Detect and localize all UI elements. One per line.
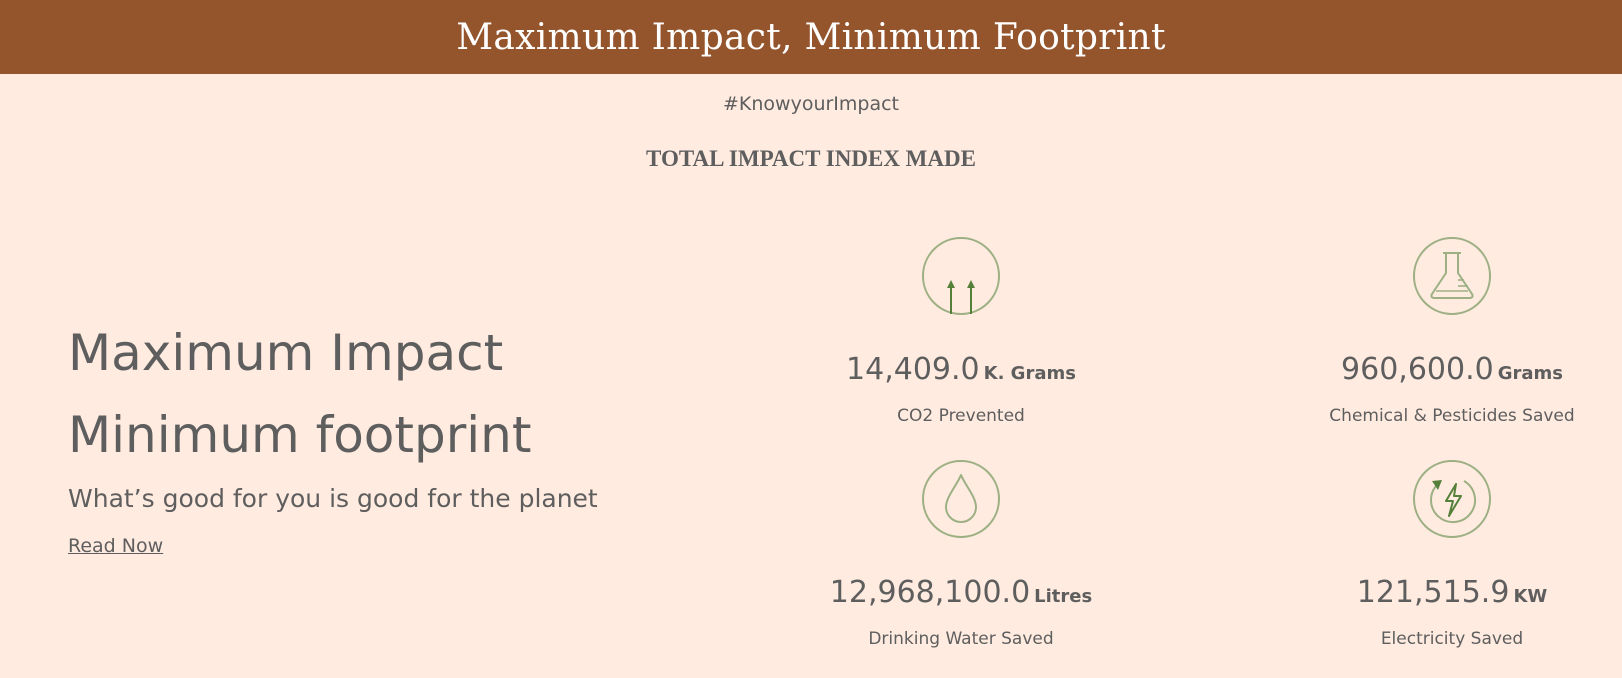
hashtag-text: #KnowyourImpact	[722, 93, 900, 115]
water-label: Drinking Water Saved	[868, 629, 1054, 649]
hero-headline-line1: Maximum Impact	[68, 324, 504, 382]
renewable-energy-icon	[1413, 460, 1491, 538]
co2-label: CO2 Prevented	[897, 406, 1025, 426]
chemical-unit: Grams	[1497, 363, 1563, 384]
water-unit: Litres	[1034, 586, 1093, 607]
impact-index-heading: TOTAL IMPACT INDEX MADE	[646, 146, 976, 171]
banner-title: Maximum Impact, Minimum Footprint	[456, 16, 1166, 58]
stat-co2-prevented: 14,409.0 K. Grams CO2 Prevented	[771, 236, 1151, 426]
electricity-label: Electricity Saved	[1380, 629, 1524, 649]
hero-headline-line2: Minimum footprint	[68, 406, 532, 464]
read-now-link[interactable]: Read Now	[68, 535, 164, 557]
chemical-value: 960,600.0	[1341, 352, 1494, 387]
stat-electricity-saved: 121,515.9 KW Electricity Saved	[1262, 459, 1622, 649]
electricity-value: 121,515.9	[1356, 575, 1510, 610]
stat-water-saved: 12,968,100.0 Litres Drinking Water Saved	[771, 459, 1151, 649]
co2-arrows-icon	[922, 237, 1000, 315]
electricity-unit: KW	[1513, 586, 1548, 607]
hero-section: Maximum Impact Minimum footprint What’s …	[68, 312, 708, 557]
water-value: 12,968,100.0	[829, 575, 1031, 610]
co2-value: 14,409.0	[846, 352, 980, 387]
flask-icon	[1413, 237, 1491, 315]
co2-unit: K. Grams	[983, 363, 1076, 384]
hero-subtitle: What’s good for you is good for the plan…	[68, 484, 598, 513]
water-drop-icon	[922, 460, 1000, 538]
chemical-label: Chemical & Pesticides Saved	[1329, 406, 1575, 426]
stat-chemical-saved: 960,600.0 Grams Chemical & Pesticides Sav…	[1262, 236, 1622, 426]
top-banner: Maximum Impact, Minimum Footprint	[0, 0, 1622, 74]
